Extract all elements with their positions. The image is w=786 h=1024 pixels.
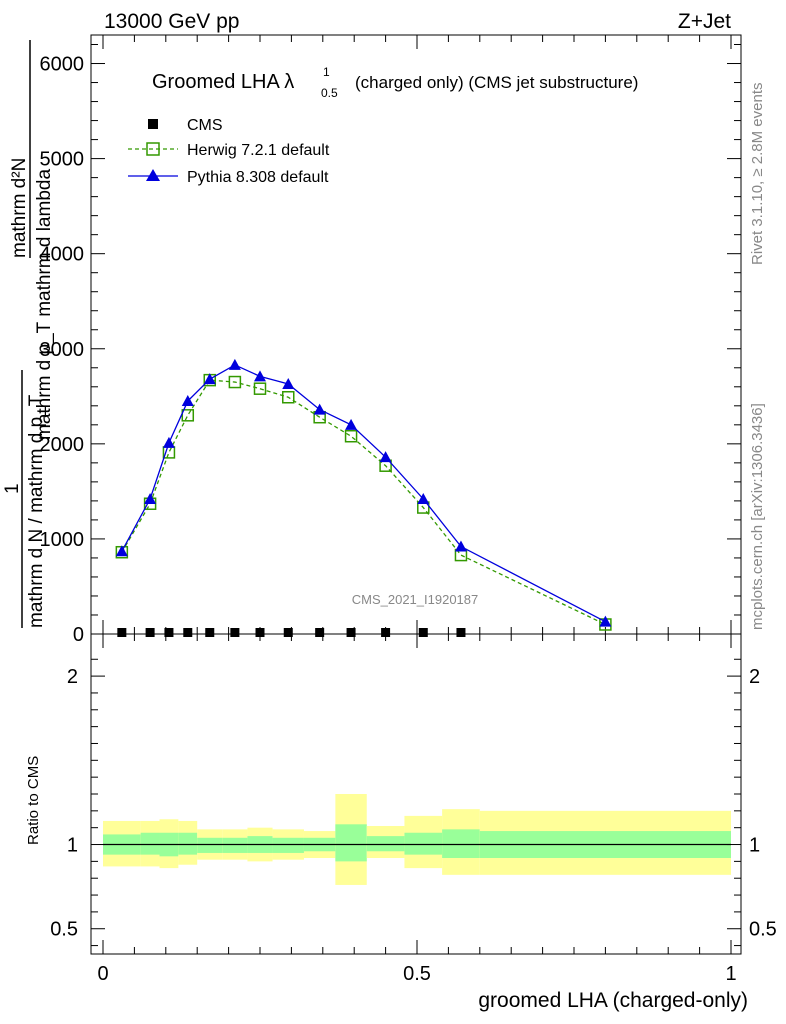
- legend-label-pythia: Pythia 8.308 default: [187, 169, 329, 186]
- header-channel-label: Z+Jet: [678, 10, 731, 33]
- main-y-tick-label: 4000: [40, 244, 85, 266]
- ratio-band-inner: [272, 837, 304, 853]
- main-ylabel-one: 1: [2, 483, 23, 494]
- pythia-data-point: [203, 373, 216, 385]
- ratio-band-inner: [178, 832, 198, 855]
- x-axis-label: groomed LHA (charged-only): [478, 989, 748, 1012]
- ratio-band-inner: [197, 837, 223, 853]
- ratio-y-ticks: 0.5 0.5 1 1 2 2: [50, 658, 777, 947]
- plot-title-sup: 1: [323, 65, 330, 79]
- ratio-y-tick-label: 1: [67, 835, 78, 857]
- cms-data-point: [381, 628, 391, 637]
- x-ticks: 0 0.5 1: [97, 35, 737, 985]
- cms-data-point: [456, 628, 466, 637]
- plot-title: Groomed LHA λ 1 0.5 (charged only) (CMS …: [152, 65, 638, 100]
- pythia-data-point: [144, 492, 157, 504]
- ratio-y-tick-label: 2: [67, 666, 78, 688]
- legend: CMS Herwig 7.2.1 default Pythia 8.308 de…: [128, 117, 330, 186]
- herwig-data-point: [228, 375, 242, 389]
- legend-entry-pythia: Pythia 8.308 default: [128, 169, 329, 186]
- side-mcplots-label: mcplots.cern.ch [arXiv:1306.3436]: [749, 403, 766, 630]
- main-y-tick-label: 0: [73, 624, 84, 646]
- herwig-data-point: [253, 382, 267, 395]
- main-y-tick-label: 1000: [40, 529, 85, 551]
- herwig-data-point: [344, 429, 358, 443]
- ratio-band-inner: [366, 836, 405, 852]
- cms-data-point: [117, 628, 127, 637]
- cms-data-point: [283, 628, 293, 637]
- plot-title-suffix: (charged only) (CMS jet substructure): [355, 73, 638, 92]
- main-y-tick-label: 3000: [40, 339, 85, 361]
- legend-marker-cms: [148, 119, 158, 129]
- cms-data-point: [346, 628, 356, 637]
- legend-entry-cms: CMS: [148, 117, 223, 134]
- legend-entry-herwig: Herwig 7.2.1 default: [128, 142, 330, 159]
- x-tick-label: 0.5: [403, 963, 431, 985]
- cms-data-point: [255, 628, 265, 637]
- cms-data-point: [145, 628, 155, 637]
- ratio-y-tick-label-right: 0.5: [749, 919, 777, 941]
- cms-data-point: [418, 628, 428, 637]
- cms-data-point: [164, 628, 174, 637]
- ratio-uncertainty-bands: [103, 794, 731, 885]
- pythia-data-point: [282, 377, 295, 389]
- pythia-data-point: [228, 358, 241, 370]
- ratio-y-axis-label: Ratio to CMS: [25, 756, 42, 845]
- pythia-data-point: [162, 436, 175, 448]
- legend-marker-pythia: [146, 169, 160, 181]
- ratio-band-inner: [404, 832, 443, 855]
- data-series: [115, 358, 612, 637]
- ratio-y-tick-label: 0.5: [50, 919, 78, 941]
- ratio-y-tick-label-right: 2: [749, 666, 760, 688]
- ratio-y-tick-label-right: 1: [749, 835, 760, 857]
- pythia-data-point: [599, 615, 612, 627]
- herwig-data-point: [282, 391, 295, 404]
- pythia-data-point: [345, 418, 358, 430]
- main-y-tick-label: 5000: [40, 149, 85, 171]
- pythia-data-point: [254, 370, 266, 382]
- ratio-band-inner: [442, 829, 480, 858]
- side-rivet-label: Rivet 3.1.10, ≥ 2.8M events: [749, 83, 766, 266]
- series-line: [121, 364, 606, 623]
- header-process-label: 13000 GeV pp: [104, 10, 239, 33]
- main-ylabel-denominator: mathrm d N / mathrm d p_T: [26, 394, 47, 628]
- pythia-data-point: [181, 395, 194, 407]
- plot-title-main: Groomed LHA λ: [152, 71, 294, 93]
- cms-data-point: [230, 628, 240, 637]
- ratio-band-inner: [335, 824, 367, 862]
- pythia-data-point: [313, 403, 326, 415]
- plot-title-sub: 0.5: [321, 86, 338, 100]
- legend-marker-herwig: [146, 142, 160, 156]
- herwig-data-point: [181, 409, 195, 422]
- main-ylabel-numerator-top: mathrm d²N: [9, 158, 30, 258]
- main-y-ticks: 0 1000 2000 3000 4000 5000 6000: [40, 44, 741, 646]
- pythia-data-point: [417, 492, 430, 504]
- pythia-data-point: [379, 451, 392, 463]
- main-ylabel-numerator-bottom: mathrm d p_T mathrm d lambda: [34, 169, 55, 440]
- pythia-data-point: [454, 540, 467, 552]
- legend-label-cms: CMS: [187, 117, 223, 134]
- main-y-tick-label: 6000: [40, 54, 85, 76]
- cms-data-point: [183, 628, 193, 637]
- x-tick-label: 1: [725, 963, 736, 985]
- main-y-axis-label: mathrm d²N mathrm d p_T mathrm d lambda …: [2, 40, 55, 628]
- ratio-band-inner: [222, 837, 248, 853]
- ratio-plot-frame: [90, 633, 742, 955]
- cms-data-point: [315, 628, 325, 637]
- cms-data-point: [205, 628, 215, 637]
- x-tick-label: 0: [97, 963, 108, 985]
- series-line: [121, 379, 606, 626]
- main-y-tick-label: 2000: [40, 434, 85, 456]
- analysis-watermark: CMS_2021_I1920187: [352, 592, 479, 607]
- legend-label-herwig: Herwig 7.2.1 default: [187, 142, 330, 159]
- ratio-band-inner: [140, 832, 160, 855]
- pythia-data-point: [115, 545, 128, 557]
